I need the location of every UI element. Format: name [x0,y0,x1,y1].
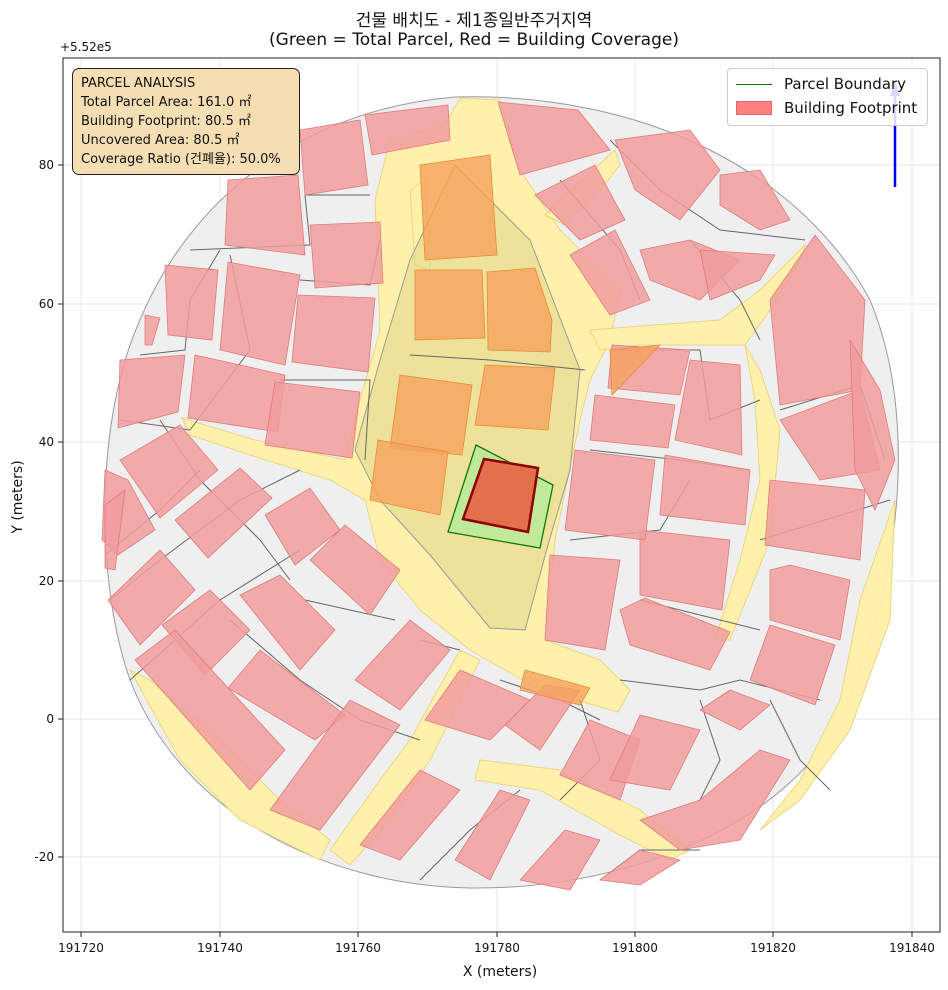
x-tick-label: 191820 [750,941,796,955]
central-building [419,154,498,261]
uncovered-area: Uncovered Area: 80.5 ㎡ [81,133,240,148]
context-building [659,454,751,526]
legend-item-building: Building Footprint [736,98,917,118]
context-building [769,234,866,406]
coverage-ratio: Coverage Ratio (건폐율): 50.0% [81,152,281,167]
context-building [589,394,676,449]
y-tick-label: 0 [46,712,54,726]
context-building [849,339,896,511]
y-tick-label: 20 [39,574,54,588]
axis-offset-label: +5.52e5 [60,40,112,54]
central-building [609,344,662,396]
context-buildings [101,101,896,891]
context-building [144,314,161,346]
context-building [224,174,306,256]
context-building [299,119,369,196]
context-building [264,381,361,459]
legend-label: Building Footprint [784,99,918,117]
context-building [619,597,731,671]
context-building [174,467,273,559]
x-tick-label: 191780 [474,941,520,955]
parcel-analysis-box: PARCEL ANALYSIS Total Parcel Area: 161.0… [72,68,300,175]
context-building [598,849,682,886]
x-tick-label: 191800 [612,941,658,955]
context-building [239,574,336,671]
context-building [117,354,186,429]
y-tick-label: 40 [39,435,54,449]
x-tick-label: 191720 [58,941,104,955]
y-tick-label: 80 [39,158,54,172]
context-building [354,619,451,711]
plot-frame [62,57,941,933]
analysis-heading: PARCEL ANALYSIS [81,76,196,91]
central-building [369,439,449,516]
parcel-line-icon [736,83,772,85]
chart-title: 건물 배치도 - 제1종일반주거지역 [355,11,593,31]
x-tick-label: 191840 [889,941,935,955]
y-axis-label: Y (meters) [10,460,26,534]
x-tick-label: 191760 [335,941,381,955]
central-building [519,669,591,706]
context-building [519,829,601,891]
legend-label: Parcel Boundary [784,75,907,93]
legend: Parcel Boundary Building Footprint [727,68,928,126]
context-building [639,749,791,851]
context-building [749,624,836,706]
context-building [104,489,126,571]
context-building [699,689,771,731]
target-building-footprint[interactable] [461,457,540,534]
y-tick-label: -20 [34,850,54,864]
context-building [291,294,376,373]
chart-subtitle: (Green = Total Parcel, Red = Building Co… [269,30,679,50]
context-building [309,221,384,289]
central-building [486,267,553,353]
central-building [414,269,486,341]
context-building [497,101,611,176]
central-building [474,364,556,431]
context-building [614,129,721,221]
central-buildings [369,154,662,706]
context-building [119,424,219,519]
x-tick-label: 191740 [197,941,243,955]
y-tick-label: 60 [39,297,54,311]
context-building [639,529,731,611]
building-footprint-area: Building Footprint: 80.5 ㎡ [81,114,252,129]
context-building [359,769,461,861]
central-building [389,374,473,456]
total-parcel-area: Total Parcel Area: 161.0 ㎡ [81,95,252,110]
building-patch-icon [736,101,772,115]
context-building [107,549,196,646]
context-building [764,479,866,561]
context-building [544,554,621,651]
context-building [164,264,219,341]
context-building [699,249,776,301]
context-building [719,169,791,231]
context-building [454,789,531,881]
context-building [569,229,651,316]
context-building [309,524,401,616]
context-building [364,104,451,156]
legend-item-parcel: Parcel Boundary [736,74,906,94]
context-building [219,261,301,366]
context-building [769,564,851,641]
axis-ticks [58,164,913,937]
x-axis-label: X (meters) [463,964,537,980]
context-building [609,714,701,791]
context-building [534,164,626,241]
context-building [564,449,656,541]
context-building [134,629,286,791]
context-building [674,359,743,456]
context-building [269,699,401,831]
